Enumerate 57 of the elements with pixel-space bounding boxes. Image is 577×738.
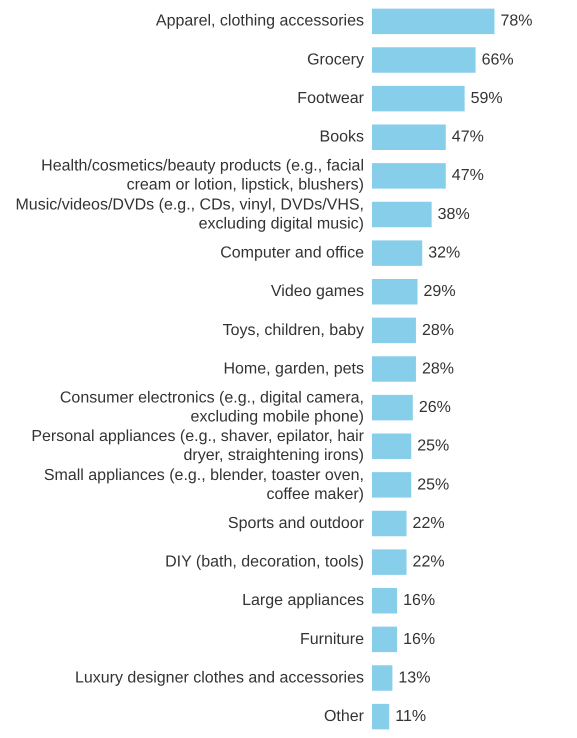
data-label: 28% bbox=[422, 322, 454, 339]
bar bbox=[372, 356, 416, 382]
bar bbox=[372, 47, 476, 73]
data-label: 22% bbox=[412, 514, 445, 532]
bar bbox=[372, 665, 392, 691]
bar bbox=[372, 510, 407, 536]
data-label: 16% bbox=[403, 630, 436, 648]
bar bbox=[372, 704, 390, 730]
data-label: 13% bbox=[398, 669, 430, 686]
y-tick-label: Apparel, clothing accessories bbox=[156, 12, 364, 30]
y-tick-label: Consumer electronics (e.g., digital camera, excluding mobile phone) bbox=[60, 390, 364, 426]
y-tick-label: Home, garden, pets bbox=[223, 360, 364, 378]
bar bbox=[372, 240, 422, 266]
data-label: 22% bbox=[412, 554, 445, 571]
y-tick-label: Other bbox=[324, 708, 365, 726]
y-tick-label: Health/cosmetics/beauty products (e.g., facial cream or lotion, lipstick, blushers) bbox=[41, 158, 364, 194]
data-label: 25% bbox=[417, 438, 450, 455]
y-tick-label: Grocery bbox=[307, 51, 364, 68]
bar bbox=[372, 394, 413, 420]
data-label: 59% bbox=[470, 90, 503, 107]
data-label: 66% bbox=[482, 51, 514, 68]
data-label: 26% bbox=[418, 399, 451, 416]
bar bbox=[372, 626, 398, 652]
data-label: 38% bbox=[438, 206, 470, 223]
data-label: 47% bbox=[452, 128, 484, 146]
bar bbox=[372, 86, 465, 112]
y-tick-label: Sports and outdoor bbox=[228, 514, 365, 532]
y-tick-label: Footwear bbox=[297, 90, 365, 107]
y-tick-label: Luxury designer clothes and accessories bbox=[74, 669, 364, 686]
y-tick-label: Personal appliances (e.g., shaver, epilator, hair dryer, straightening irons) bbox=[31, 428, 365, 464]
bar bbox=[372, 588, 398, 614]
y-tick-label: Furniture bbox=[300, 630, 364, 648]
data-label: 29% bbox=[424, 283, 456, 300]
y-tick-label: Video games bbox=[270, 283, 364, 300]
y-tick-label: Books bbox=[320, 128, 364, 146]
y-tick-label: DIY (bath, decoration, tools) bbox=[165, 554, 364, 571]
bar bbox=[372, 472, 412, 498]
data-label: 16% bbox=[403, 592, 436, 610]
data-label: 25% bbox=[417, 476, 450, 494]
bar bbox=[372, 202, 432, 228]
data-label: 47% bbox=[452, 167, 484, 184]
data-label: 28% bbox=[422, 360, 454, 378]
bar bbox=[372, 318, 416, 344]
bar bbox=[372, 163, 446, 189]
bar bbox=[372, 124, 446, 150]
data-label: 32% bbox=[428, 244, 460, 262]
bar bbox=[372, 278, 418, 304]
y-tick-label: Computer and office bbox=[220, 244, 364, 262]
bar bbox=[372, 8, 494, 34]
data-label: 78% bbox=[500, 12, 532, 30]
y-tick-label: Large appliances bbox=[242, 592, 364, 610]
bar bbox=[372, 549, 407, 575]
y-tick-label: Toys, children, baby bbox=[222, 322, 364, 339]
data-label: 11% bbox=[395, 708, 426, 726]
y-tick-label: Music/videos/DVDs (e.g., CDs, vinyl, DVDs/VHS, excluding digital music) bbox=[15, 196, 364, 232]
y-tick-label: Small appliances (e.g., blender, toaster oven, coffee maker) bbox=[44, 466, 364, 503]
bar bbox=[372, 434, 412, 460]
